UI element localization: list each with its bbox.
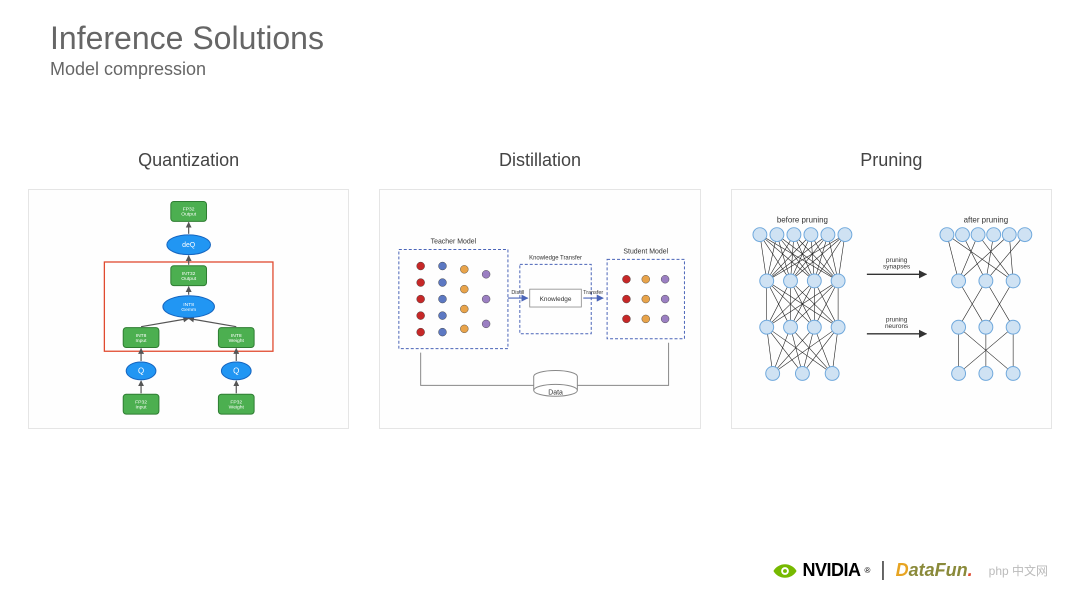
panel-box-pruning: before pruning after pruning pruningsynaps… <box>731 189 1052 429</box>
svg-text:Knowledge Transfer: Knowledge Transfer <box>529 255 582 261</box>
page-subtitle: Model compression <box>50 59 324 80</box>
svg-text:Q: Q <box>138 367 144 376</box>
panel-title-distillation: Distillation <box>499 150 581 171</box>
pruning-svg: before pruning after pruning pruningsynaps… <box>732 190 1051 428</box>
svg-text:INT8Gemm: INT8Gemm <box>181 302 196 313</box>
quantization-svg: FP32Output deQ INT32Output INT8Gemm INT8Inpu… <box>29 190 348 428</box>
svg-text:Distill: Distill <box>512 290 525 296</box>
svg-text:INT8Input: INT8Input <box>136 333 148 344</box>
panel-quantization: Quantization FP32Output deQ INT32Output INT… <box>28 150 349 429</box>
svg-text:FP32Weight: FP32Weight <box>229 399 245 410</box>
datafun-rest: ataFun <box>909 560 968 580</box>
php-watermark: php 中文网 <box>989 562 1048 579</box>
datafun-d: D <box>896 560 909 580</box>
page-title: Inference Solutions <box>50 20 324 57</box>
svg-text:Q: Q <box>233 367 239 376</box>
svg-text:Student Model: Student Model <box>624 248 669 255</box>
panel-box-quantization: FP32Output deQ INT32Output INT8Gemm INT8Inpu… <box>28 189 349 429</box>
svg-text:deQ: deQ <box>182 242 196 249</box>
svg-text:Data: Data <box>549 389 564 396</box>
svg-text:Knowledge: Knowledge <box>540 296 572 303</box>
nvidia-logo-block: NVIDIA ® <box>772 560 870 581</box>
distillation-svg: Teacher Model Knowledge Transfer Knowledge… <box>380 190 699 428</box>
footer: NVIDIA ® | DataFun. php 中文网 <box>772 559 1048 582</box>
nvidia-text: NVIDIA <box>802 560 860 581</box>
panel-pruning: Pruning before pruning after pruning pruni… <box>731 150 1052 429</box>
svg-text:Transfer: Transfer <box>584 290 604 296</box>
svg-text:pruningsynapses: pruningsynapses <box>883 257 910 270</box>
nvidia-eye-icon <box>772 562 798 580</box>
datafun-logo: DataFun. <box>896 560 973 581</box>
footer-divider: | <box>880 559 885 582</box>
panels-row: Quantization FP32Output deQ INT32Output INT… <box>28 150 1052 429</box>
svg-text:pruningneurons: pruningneurons <box>885 317 908 330</box>
svg-text:before pruning: before pruning <box>777 216 828 225</box>
header: Inference Solutions Model compression <box>50 20 324 80</box>
panel-title-pruning: Pruning <box>860 150 922 171</box>
panel-box-distillation: Teacher Model Knowledge Transfer Knowledge… <box>379 189 700 429</box>
svg-text:FP32Input: FP32Input <box>135 399 147 410</box>
svg-text:after pruning: after pruning <box>963 216 1007 225</box>
svg-text:Teacher Model: Teacher Model <box>431 239 477 246</box>
svg-text:INT32Output: INT32Output <box>181 271 196 282</box>
panel-distillation: Distillation Teacher Model Knowledge Tran… <box>379 150 700 429</box>
nvidia-reg: ® <box>865 566 871 575</box>
svg-text:FP32Output: FP32Output <box>181 207 196 218</box>
panel-title-quantization: Quantization <box>138 150 239 171</box>
